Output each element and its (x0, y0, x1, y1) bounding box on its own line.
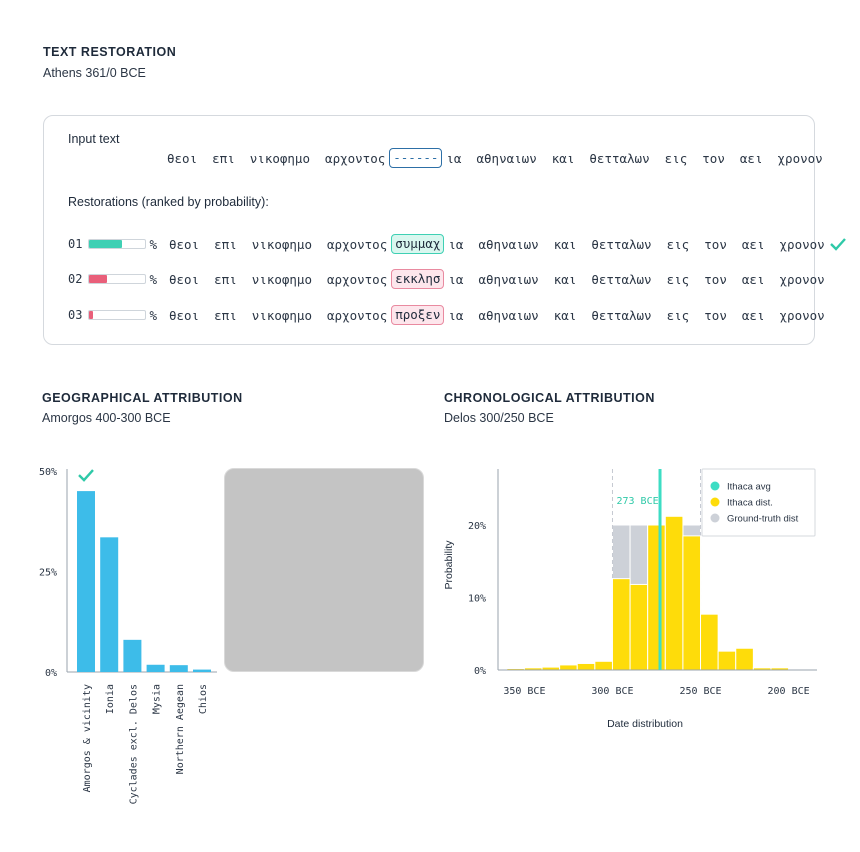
probability-bar (88, 239, 147, 249)
percent-sign: % (149, 307, 157, 323)
restoration-gap[interactable]: εκκλησ (391, 269, 445, 289)
restoration-rank: 03 (68, 308, 83, 322)
restoration-gap[interactable]: προξεν (391, 305, 445, 325)
input-text-before: θεοι επι νικοφημο αρχοντος (167, 150, 386, 166)
ithaca-avg-label: 273 BCE (616, 496, 658, 507)
geo-bar (169, 665, 188, 672)
check-icon (78, 469, 94, 482)
input-text-label: Input text (68, 132, 120, 146)
percent-sign: % (149, 271, 157, 287)
restoration-row[interactable]: 03% θεοι επι νικοφημο αρχοντος προξεν ια αθ… (68, 303, 825, 327)
map-panel[interactable] (224, 468, 424, 672)
ithaca-dist-bar (664, 515, 684, 671)
ithaca-dist-bar (682, 535, 702, 671)
geo-bar (77, 491, 95, 672)
restoration-rank: 01 (68, 237, 83, 251)
chrono-x-tick-label: 200 BCE (768, 686, 810, 697)
geo-x-tick-label: Cyclades excl. Delos (128, 684, 139, 804)
geo-y-tick-label: 50% (39, 467, 57, 478)
ithaca-dist-bar (576, 662, 596, 671)
probability-fill (89, 240, 122, 248)
geo-chart: 0% 25% 50% Amorgos & vicinity Ionia Cyclades … (39, 467, 217, 804)
ithaca-dist-bar (559, 664, 578, 671)
geo-x-tick-label: Ionia (105, 684, 116, 714)
chrono-y-tick-label: 0% (474, 666, 486, 677)
restoration-text-before: θεοι επι νικοφημο αρχοντος (168, 307, 388, 323)
restoration-row[interactable]: 02% θεοι επι νικοφημο αρχοντος εκκλησ ια αθ… (68, 267, 825, 291)
legend-swatch (710, 481, 720, 491)
restoration-gap[interactable]: συμμαχ (391, 234, 445, 254)
geo-title: GEOGRAPHICAL ATTRIBUTION (42, 391, 243, 405)
probability-fill (89, 275, 108, 283)
geo-bar (123, 639, 142, 672)
ithaca-dist-bar (735, 647, 754, 671)
legend-swatch (710, 497, 720, 507)
geo-x-tick-label: Mysia (152, 684, 163, 714)
geo-y-tick-label: 0% (45, 668, 57, 679)
ithaca-dist-bar (700, 613, 719, 671)
geo-bar (193, 669, 211, 672)
chrono-y-axis-title: Probability (443, 540, 455, 590)
check-icon (829, 238, 846, 251)
input-text-line: θεοι επι νικοφημο αρχοντος ------ ια αθη… (167, 147, 823, 169)
chrono-x-tick-label: 250 BCE (679, 686, 721, 697)
input-text-after: ια αθηναιων και θετταλων εις τον αει χρο… (446, 150, 823, 166)
geo-subtitle: Amorgos 400-300 BCE (42, 411, 171, 425)
geo-x-tick-label: Amorgos & vicinity (82, 684, 93, 792)
chrono-x-axis-title: Date distribution (607, 718, 683, 730)
ithaca-dist-bar (629, 583, 649, 671)
restoration-rank: 02 (68, 272, 83, 286)
chrono-chart: 273 BCE 0% 10% 20% 350 BCE 300 BCE 250 BCE 200 … (443, 468, 817, 730)
geo-x-tick-label: Chios (198, 684, 209, 714)
percent-sign: % (149, 236, 157, 252)
geo-x-tick-label: Northern Aegean (175, 684, 186, 774)
geo-bar (100, 537, 119, 672)
chrono-legend: Ithaca avg Ithaca dist. Ground-truth dist (701, 468, 816, 537)
restoration-text-before: θεοι επι νικοφημο αρχοντος (168, 271, 388, 287)
chrono-subtitle: Delos 300/250 BCE (444, 411, 554, 425)
restoration-row[interactable]: 01% θεοι επι νικοφημο αρχοντος συμμαχ ια αθ… (68, 232, 847, 256)
restoration-subtitle: Athens 361/0 BCE (43, 66, 146, 80)
restoration-title: TEXT RESTORATION (43, 45, 177, 59)
restoration-text-after: ια αθηναιων και θετταλων εις τον αει χρο… (448, 236, 825, 252)
restoration-text-after: ια αθηναιων και θετταλων εις τον αει χρο… (448, 307, 825, 323)
input-blank[interactable]: ------ (389, 148, 443, 168)
restoration-text-before: θεοι επι νικοφημο αρχοντος (168, 236, 388, 252)
geo-y-tick-label: 25% (39, 568, 57, 579)
legend-box (701, 468, 816, 537)
legend-entry: Ground-truth dist (727, 514, 799, 525)
legend-entry: Ithaca avg (727, 482, 771, 493)
restoration-card: Input text θεοι επι νικοφημο αρχοντος --… (43, 115, 846, 345)
probability-bar (88, 274, 147, 284)
geo-bar (146, 664, 165, 672)
chrono-y-tick-label: 10% (468, 594, 486, 605)
chrono-x-tick-label: 300 BCE (591, 686, 633, 697)
ranked-label: Restorations (ranked by probability): (68, 195, 269, 209)
chrono-y-tick-label: 20% (468, 521, 486, 532)
chrono-title: CHRONOLOGICAL ATTRIBUTION (444, 391, 655, 405)
ithaca-dist-bar (717, 650, 737, 671)
ithaca-dist-bar (594, 660, 613, 671)
chrono-x-tick-label: 350 BCE (503, 686, 545, 697)
ithaca-dist-bar (611, 578, 631, 671)
ithaca-dist-bar (647, 524, 666, 671)
legend-swatch (710, 513, 720, 523)
legend-entry: Ithaca dist. (727, 498, 773, 509)
restoration-text-after: ια αθηναιων και θετταλων εις τον αει χρο… (448, 271, 825, 287)
probability-bar (88, 310, 147, 320)
probability-fill (89, 311, 93, 319)
